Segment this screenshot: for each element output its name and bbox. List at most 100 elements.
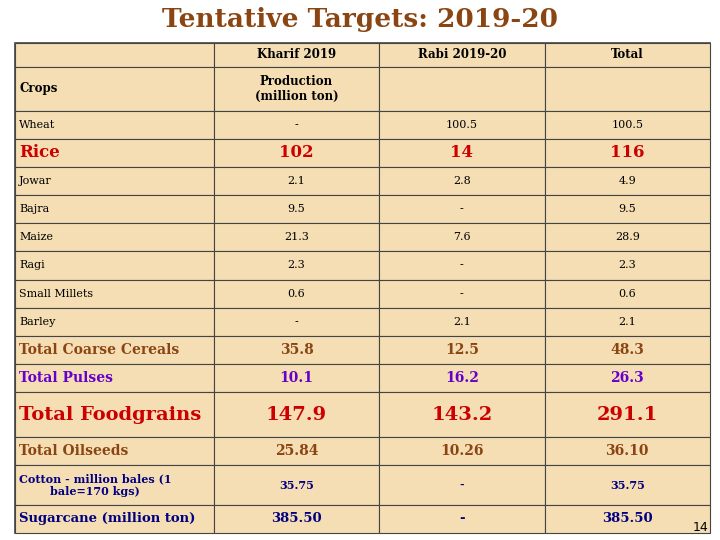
Bar: [379, 437, 544, 465]
Text: Sugarcane (million ton): Sugarcane (million ton): [19, 512, 195, 525]
Bar: [15, 364, 214, 392]
Bar: [15, 111, 214, 139]
Bar: [544, 67, 710, 111]
Text: 48.3: 48.3: [611, 343, 644, 357]
Bar: [214, 67, 379, 111]
Text: Kharif 2019: Kharif 2019: [257, 49, 336, 62]
Text: Crops: Crops: [20, 82, 58, 95]
Bar: [214, 139, 379, 167]
Text: 385.50: 385.50: [602, 512, 652, 525]
Bar: [15, 308, 214, 336]
Bar: [214, 43, 379, 67]
Bar: [214, 465, 379, 505]
Text: 9.5: 9.5: [287, 204, 305, 214]
Bar: [214, 336, 379, 364]
Bar: [15, 336, 214, 364]
Text: Total Oilseeds: Total Oilseeds: [19, 444, 128, 458]
Bar: [379, 223, 544, 252]
Text: 26.3: 26.3: [611, 371, 644, 385]
Text: 7.6: 7.6: [453, 232, 471, 242]
Text: Total: Total: [611, 49, 644, 62]
Bar: [379, 252, 544, 280]
Bar: [15, 465, 214, 505]
Bar: [15, 223, 214, 252]
Bar: [544, 43, 710, 67]
Text: -: -: [460, 204, 464, 214]
Text: 100.5: 100.5: [446, 120, 478, 130]
Bar: [15, 505, 214, 533]
Bar: [15, 195, 214, 223]
Text: 14: 14: [692, 521, 708, 534]
Bar: [214, 392, 379, 437]
Text: 385.50: 385.50: [271, 512, 322, 525]
Text: 2.1: 2.1: [453, 317, 471, 327]
Text: -: -: [459, 512, 464, 525]
Text: 9.5: 9.5: [618, 204, 636, 214]
Bar: [379, 308, 544, 336]
Bar: [15, 167, 214, 195]
Text: Small Millets: Small Millets: [19, 289, 93, 299]
Text: -: -: [460, 260, 464, 271]
Bar: [214, 223, 379, 252]
Bar: [379, 465, 544, 505]
Text: Ragi: Ragi: [19, 260, 45, 271]
Bar: [544, 336, 710, 364]
Bar: [379, 167, 544, 195]
Text: 28.9: 28.9: [615, 232, 640, 242]
Text: Total Foodgrains: Total Foodgrains: [19, 406, 202, 424]
Bar: [214, 308, 379, 336]
Text: 36.10: 36.10: [606, 444, 649, 458]
Text: 10.26: 10.26: [440, 444, 484, 458]
Text: Cotton - million bales (1
bale=170 kgs): Cotton - million bales (1 bale=170 kgs): [19, 473, 171, 497]
Bar: [379, 67, 544, 111]
Bar: [544, 195, 710, 223]
Text: 16.2: 16.2: [445, 371, 479, 385]
Text: Jowar: Jowar: [19, 176, 52, 186]
Bar: [544, 505, 710, 533]
Bar: [379, 111, 544, 139]
Bar: [379, 280, 544, 308]
Bar: [544, 252, 710, 280]
Bar: [15, 437, 214, 465]
Text: Barley: Barley: [19, 317, 55, 327]
Text: Rice: Rice: [19, 144, 60, 161]
Text: 2.8: 2.8: [453, 176, 471, 186]
Bar: [15, 43, 214, 67]
Bar: [544, 392, 710, 437]
Bar: [15, 252, 214, 280]
Text: 2.1: 2.1: [618, 317, 636, 327]
Bar: [379, 336, 544, 364]
Bar: [379, 195, 544, 223]
Text: 0.6: 0.6: [287, 289, 305, 299]
Text: 21.3: 21.3: [284, 232, 309, 242]
Bar: [214, 364, 379, 392]
Bar: [214, 252, 379, 280]
Bar: [379, 139, 544, 167]
Text: 35.75: 35.75: [610, 480, 644, 491]
Text: 147.9: 147.9: [266, 406, 327, 424]
Text: 25.84: 25.84: [275, 444, 318, 458]
Bar: [379, 505, 544, 533]
Text: 2.3: 2.3: [618, 260, 636, 271]
Text: Total Coarse Cereals: Total Coarse Cereals: [19, 343, 179, 357]
Bar: [15, 67, 214, 111]
Text: 2.1: 2.1: [287, 176, 305, 186]
Bar: [544, 280, 710, 308]
Bar: [15, 139, 214, 167]
Bar: [15, 280, 214, 308]
Bar: [544, 308, 710, 336]
Text: 14: 14: [451, 144, 473, 161]
Bar: [544, 364, 710, 392]
Text: Maize: Maize: [19, 232, 53, 242]
Text: Wheat: Wheat: [19, 120, 55, 130]
Bar: [214, 195, 379, 223]
Text: Rabi 2019-20: Rabi 2019-20: [418, 49, 506, 62]
Text: 35.75: 35.75: [279, 480, 314, 491]
Text: -: -: [294, 317, 298, 327]
Bar: [214, 111, 379, 139]
Bar: [544, 111, 710, 139]
Bar: [214, 167, 379, 195]
Bar: [544, 139, 710, 167]
Bar: [15, 392, 214, 437]
Text: Bajra: Bajra: [19, 204, 49, 214]
